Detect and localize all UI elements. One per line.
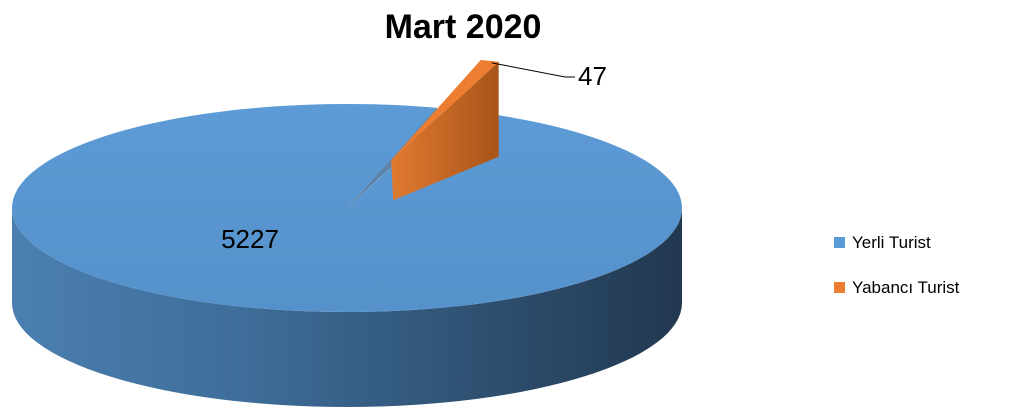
legend-swatch-yabanci-turist xyxy=(834,282,845,293)
slice-side-yerli-turist xyxy=(12,208,682,407)
legend: Yerli Turist Yabancı Turist xyxy=(834,233,960,297)
data-label-yabanci-turist: 47 xyxy=(578,61,607,91)
pie-plot-area: 5227 47 xyxy=(11,60,682,407)
legend-swatch-yerli-turist xyxy=(834,237,845,248)
chart-title: Mart 2020 xyxy=(385,8,542,46)
slice-yabanci-turist xyxy=(391,60,499,161)
legend-label-yabanci-turist: Yabancı Turist xyxy=(852,278,960,297)
slice-yerli-turist xyxy=(11,103,682,312)
data-label-yerli-turist: 5227 xyxy=(221,224,279,254)
leader-line-yabanci-turist xyxy=(491,62,575,78)
legend-label-yerli-turist: Yerli Turist xyxy=(852,233,931,252)
slice-side-yabanci-turist xyxy=(391,61,499,201)
